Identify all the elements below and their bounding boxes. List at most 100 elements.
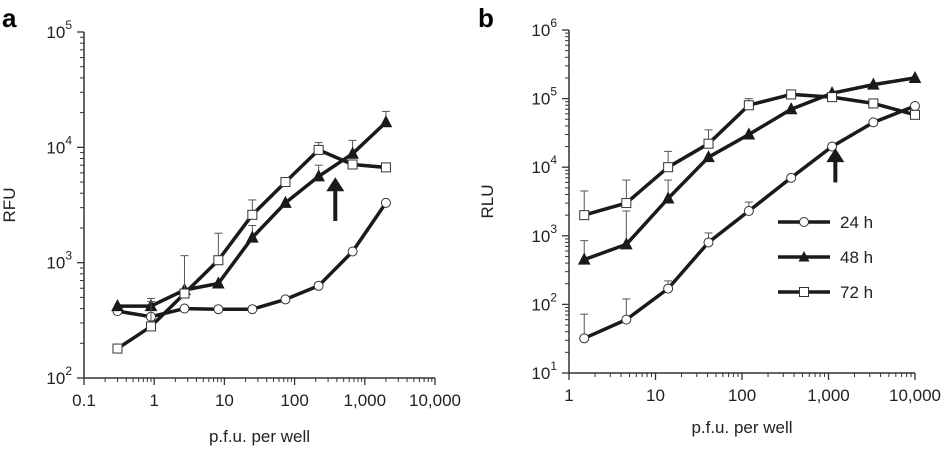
- data-point-circle: [247, 304, 258, 315]
- data-point-circle: [786, 172, 797, 183]
- data-point-triangle: [279, 195, 292, 208]
- data-point-triangle: [212, 276, 225, 289]
- y-tick-base: 10: [531, 90, 550, 109]
- y-tick-label: 106: [531, 16, 557, 40]
- data-point-circle: [703, 237, 714, 248]
- x-tick-label: 10,000: [409, 391, 461, 410]
- data-point-square: [579, 210, 590, 221]
- data-point-triangle: [111, 299, 124, 312]
- y-tick-base: 10: [531, 21, 550, 40]
- data-point-square: [621, 198, 632, 209]
- y-tick-label: 103: [531, 222, 557, 246]
- arrow-icon: [826, 148, 845, 163]
- data-point-circle: [910, 101, 920, 112]
- legend-label: 24 h: [840, 213, 873, 232]
- x-tick-label: 100: [728, 386, 756, 405]
- y-tick-exponent: 5: [65, 18, 72, 32]
- data-point-circle: [313, 280, 324, 291]
- y-tick-exponent: 2: [65, 364, 72, 378]
- data-point-square: [380, 162, 391, 173]
- data-point-triangle: [867, 77, 880, 90]
- panel-b-chart: 1 10 100 1,000 10,000101102103104105106p.f.u…: [478, 16, 941, 437]
- data-point-square: [703, 138, 714, 149]
- data-point-circle: [280, 294, 291, 305]
- data-point-triangle: [661, 191, 675, 204]
- series-line-circle: [117, 201, 388, 319]
- data-point-circle: [213, 304, 224, 315]
- data-point-triangle: [620, 237, 633, 250]
- data-point-square: [663, 162, 674, 173]
- data-point-triangle: [784, 102, 798, 115]
- panel-a-letter: a: [2, 3, 17, 33]
- legend-marker-triangle: [798, 251, 810, 262]
- x-tick-label: 10,000: [889, 386, 941, 405]
- data-point-circle: [827, 141, 838, 152]
- legend-label: 48 h: [840, 248, 873, 267]
- y-tick-base: 10: [531, 364, 550, 383]
- y-tick-exponent: 4: [65, 133, 72, 147]
- y-tick-label: 101: [531, 359, 557, 383]
- data-point-square: [112, 343, 123, 354]
- data-point-square: [910, 109, 920, 120]
- data-point-circle: [579, 333, 590, 344]
- data-point-square: [827, 92, 838, 103]
- data-point-square: [213, 255, 224, 266]
- data-point-square: [786, 89, 797, 100]
- data-point-triangle: [577, 252, 591, 265]
- panel-b-letter: b: [478, 3, 494, 33]
- y-tick-exponent: 5: [550, 85, 557, 99]
- y-tick-exponent: 4: [550, 153, 557, 167]
- x-axis-title: p.f.u. per well: [691, 418, 792, 437]
- legend-label: 72 h: [840, 283, 873, 302]
- y-tick-label: 105: [531, 85, 557, 109]
- y-tick-label: 105: [46, 18, 72, 42]
- x-tick-label: 100: [280, 391, 308, 410]
- y-tick-base: 10: [46, 369, 65, 388]
- data-point-square: [313, 144, 324, 155]
- data-point-square: [743, 100, 754, 111]
- y-tick-exponent: 6: [550, 16, 557, 30]
- data-point-triangle: [312, 169, 325, 182]
- y-tick-exponent: 2: [550, 290, 557, 304]
- data-point-triangle: [702, 150, 715, 163]
- data-point-square: [145, 321, 156, 332]
- data-point-circle: [621, 314, 632, 325]
- x-tick-label: 1: [149, 391, 158, 410]
- data-point-circle: [743, 205, 754, 216]
- y-tick-label: 103: [46, 249, 72, 273]
- data-point-triangle: [246, 230, 259, 243]
- y-tick-label: 102: [531, 290, 557, 314]
- data-point-square: [280, 177, 291, 188]
- x-axis-title: p.f.u. per well: [209, 427, 310, 446]
- data-point-triangle: [346, 146, 359, 159]
- y-tick-base: 10: [46, 23, 65, 42]
- y-tick-base: 10: [46, 138, 65, 157]
- data-point-square: [868, 98, 879, 109]
- data-point-circle: [179, 303, 190, 314]
- data-point-circle: [868, 117, 879, 128]
- x-tick-label: 1,000: [344, 391, 387, 410]
- data-point-circle: [663, 283, 674, 294]
- data-point-triangle: [742, 127, 756, 140]
- data-point-circle: [380, 197, 391, 208]
- data-point-triangle: [379, 115, 393, 128]
- data-point-triangle: [908, 70, 922, 83]
- data-point-square: [179, 288, 190, 299]
- y-tick-label: 102: [46, 364, 72, 388]
- y-tick-label: 104: [531, 153, 557, 177]
- y-tick-base: 10: [531, 227, 550, 246]
- y-tick-label: 104: [46, 133, 72, 157]
- y-tick-exponent: 3: [65, 249, 72, 263]
- legend-marker-square: [799, 287, 809, 297]
- y-tick-base: 10: [46, 254, 65, 273]
- x-tick-label: 1,000: [807, 386, 850, 405]
- legend-marker-circle: [799, 217, 809, 227]
- x-tick-label: 0.1: [72, 391, 96, 410]
- x-tick-label: 1: [564, 386, 573, 405]
- data-point-square: [247, 209, 258, 220]
- arrow-icon: [326, 177, 345, 192]
- y-tick-exponent: 3: [550, 222, 557, 236]
- data-point-square: [347, 159, 358, 170]
